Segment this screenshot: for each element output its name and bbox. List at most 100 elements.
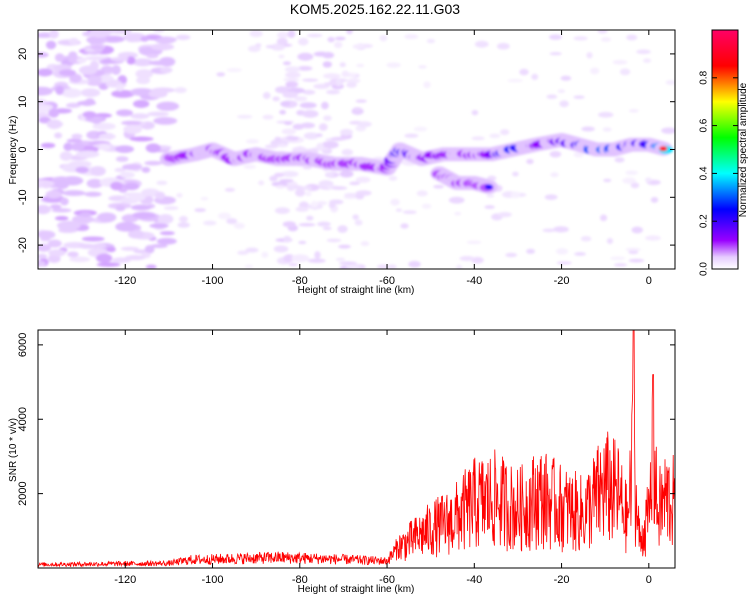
noise-blob bbox=[625, 170, 638, 176]
noise-blob bbox=[284, 66, 301, 73]
noise-blob bbox=[413, 126, 428, 132]
noise-blob bbox=[41, 181, 52, 189]
noise-blob bbox=[273, 172, 285, 178]
noise-blob bbox=[273, 245, 289, 253]
noise-blob bbox=[115, 221, 138, 232]
noise-blob bbox=[110, 57, 129, 62]
noise-blob bbox=[245, 139, 259, 144]
noise-blob bbox=[628, 250, 639, 255]
noise-blob bbox=[38, 243, 51, 252]
noise-blob bbox=[47, 254, 61, 263]
heatmap-x-tick-label: -60 bbox=[379, 275, 395, 287]
noise-blob bbox=[98, 143, 111, 151]
noise-blob bbox=[471, 136, 485, 141]
snr-y-tick-label: 2000 bbox=[17, 481, 29, 505]
colorbar: 0.0 0.2 0.4 0.6 0.8 Normalized spectral ampl… bbox=[699, 29, 749, 276]
noise-blob bbox=[40, 142, 56, 149]
noise-blob bbox=[549, 34, 562, 40]
heatmap-blobs bbox=[38, 30, 675, 269]
noise-blob bbox=[526, 158, 534, 165]
noise-blob bbox=[486, 194, 495, 198]
noise-blob bbox=[339, 62, 346, 68]
noise-blob bbox=[115, 145, 135, 153]
heatmap-x-tick-label: -20 bbox=[554, 275, 570, 287]
noise-blob bbox=[96, 253, 113, 263]
noise-blob bbox=[614, 157, 625, 163]
heatmap-y-tick-label: 20 bbox=[17, 48, 29, 60]
noise-blob bbox=[265, 45, 275, 49]
noise-blob bbox=[305, 191, 312, 197]
noise-blob bbox=[38, 52, 49, 58]
noise-blob bbox=[597, 30, 608, 34]
noise-blob bbox=[98, 133, 116, 140]
noise-blob bbox=[456, 264, 463, 269]
noise-blob bbox=[334, 36, 346, 41]
noise-blob bbox=[78, 243, 97, 249]
noise-blob bbox=[560, 75, 572, 81]
heatmap-x-tick-label: -120 bbox=[114, 275, 136, 287]
noise-blob bbox=[421, 203, 432, 209]
noise-blob bbox=[355, 99, 367, 103]
heatmap-y-tick-label: -10 bbox=[17, 189, 29, 205]
noise-blob bbox=[426, 38, 436, 44]
heatmap-x-tick-label: 0 bbox=[646, 275, 652, 287]
noise-blob bbox=[598, 111, 614, 118]
noise-blob bbox=[404, 34, 419, 40]
noise-blob bbox=[60, 197, 69, 206]
noise-blob bbox=[335, 257, 346, 261]
noise-blob bbox=[62, 190, 86, 197]
noise-blob bbox=[275, 86, 290, 94]
noise-blob bbox=[175, 34, 191, 41]
noise-blob bbox=[264, 144, 279, 149]
noise-blob bbox=[322, 61, 333, 68]
snr-y-label: SNR (10 * v/v) bbox=[8, 418, 19, 482]
noise-blob bbox=[115, 84, 125, 92]
noise-blob bbox=[333, 41, 343, 49]
noise-blob bbox=[323, 82, 338, 86]
noise-blob bbox=[86, 35, 108, 44]
noise-blob bbox=[661, 127, 675, 134]
noise-blob bbox=[274, 136, 282, 141]
noise-blob bbox=[216, 72, 226, 77]
heatmap-y-label: Frequency (Hz) bbox=[8, 116, 19, 185]
noise-blob bbox=[331, 186, 348, 190]
noise-blob bbox=[148, 60, 171, 66]
noise-blob bbox=[337, 225, 348, 233]
noise-blob bbox=[326, 173, 335, 177]
noise-blob bbox=[404, 133, 419, 138]
noise-blob bbox=[271, 181, 288, 187]
noise-blob bbox=[356, 63, 365, 68]
noise-blob bbox=[326, 238, 342, 243]
noise-blob bbox=[281, 128, 297, 135]
noise-blob bbox=[280, 170, 299, 178]
branch-core bbox=[484, 184, 493, 190]
noise-blob bbox=[423, 81, 431, 89]
snr-panel: -120 -100 -80 -60 -40 -20 0 2000 4000 6000 Heigh… bbox=[8, 329, 676, 595]
noise-blob bbox=[155, 37, 176, 44]
noise-blob bbox=[156, 237, 177, 245]
snr-x-tick-label: -60 bbox=[379, 574, 395, 586]
noise-blob bbox=[58, 69, 77, 77]
noise-blob bbox=[277, 31, 289, 39]
colorbar-tick-label: 0.2 bbox=[699, 214, 710, 228]
noise-blob bbox=[121, 120, 142, 126]
noise-blob bbox=[386, 62, 401, 68]
noise-blob bbox=[163, 206, 179, 211]
noise-blob bbox=[153, 117, 178, 125]
noise-blob bbox=[269, 175, 278, 182]
noise-blob bbox=[459, 256, 475, 262]
noise-blob bbox=[355, 176, 371, 183]
noise-blob bbox=[341, 70, 350, 78]
noise-blob bbox=[106, 246, 116, 253]
noise-blob bbox=[636, 49, 651, 55]
noise-blob bbox=[244, 264, 254, 269]
snr-x-tick-label: -100 bbox=[202, 574, 224, 586]
noise-blob bbox=[148, 89, 168, 98]
noise-blob bbox=[86, 178, 104, 189]
noise-blob bbox=[87, 75, 102, 84]
noise-blob bbox=[339, 261, 357, 265]
colorbar-gradient bbox=[711, 29, 739, 270]
noise-blob bbox=[599, 214, 608, 222]
noise-blob bbox=[326, 89, 341, 95]
noise-blob bbox=[286, 136, 295, 140]
